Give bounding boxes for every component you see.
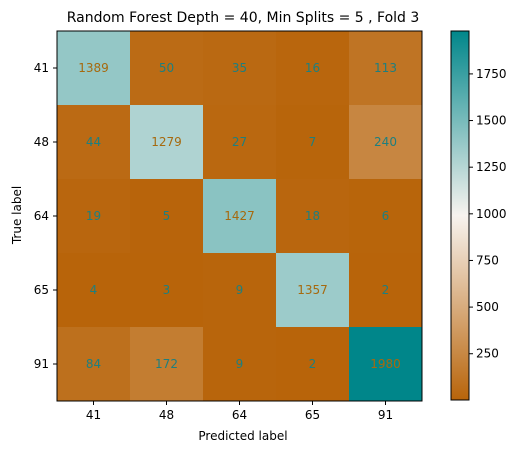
cell-value-label: 19 [86,209,101,223]
y-axis-ticks: 41 48 64 65 91 [34,61,57,371]
heatmap-cell [57,105,130,179]
colorbar-tick-label: 250 [476,347,499,361]
cell-value-label: 1389 [78,61,109,75]
x-axis-label: Predicted label [198,429,287,443]
colorbar-tick-label: 500 [476,300,499,314]
heatmap-cell [276,327,349,401]
y-tick-label: 41 [34,61,49,75]
heatmap-cell [130,105,203,179]
x-tick-label: 41 [86,408,101,422]
cell-value-label: 35 [232,61,247,75]
heatmap-cell [57,253,130,327]
colorbar-tick-label: 1500 [476,114,507,128]
heatmap-cell [349,253,422,327]
y-tick-label: 65 [34,283,49,297]
heatmap-cell [276,105,349,179]
cell-value-label: 50 [159,61,174,75]
heatmap-cells [57,31,422,401]
cell-value-label: 240 [374,135,397,149]
x-tick-label: 48 [159,408,174,422]
chart-title: Random Forest Depth = 40, Min Splits = 5… [67,10,420,26]
heatmap-cell [349,179,422,253]
y-tick-label: 91 [34,357,49,371]
heatmap-cell [57,31,130,105]
cell-value-label: 3 [163,283,171,297]
cell-value-label: 113 [374,61,397,75]
y-tick-label: 48 [34,135,49,149]
cell-value-label: 172 [155,357,178,371]
colorbar-tick-label: 1250 [476,160,507,174]
cell-value-label: 9 [236,357,244,371]
heatmap-cell [203,31,276,105]
cell-value-label: 1279 [151,135,182,149]
heatmap-cell [349,327,422,401]
cell-value-label: 1980 [370,357,401,371]
cell-value-label: 1427 [224,209,255,223]
heatmap-cell [276,179,349,253]
colorbar-tick-label: 750 [476,253,499,267]
cell-value-label: 1357 [297,283,328,297]
cell-value-labels: 1389 50 35 16 113 44 1279 27 7 240 19 5 1427 18 6 4 3 9 13… [78,61,401,371]
colorbar-ticks: 250 500 750 1000 1250 1500 1750 [469,67,507,361]
heatmap-cell [349,105,422,179]
cell-value-label: 7 [309,135,317,149]
colorbar-tick-label: 1000 [476,207,507,221]
heatmap-cell [276,31,349,105]
cell-value-label: 6 [382,209,390,223]
cell-value-label: 44 [86,135,101,149]
heatmap-cell [130,179,203,253]
cell-value-label: 2 [382,283,390,297]
x-tick-label: 91 [378,408,393,422]
heatmap-cell [203,327,276,401]
heatmap-cell [276,253,349,327]
cell-value-label: 2 [309,357,317,371]
cell-value-label: 4 [90,283,98,297]
heatmap-cell [57,327,130,401]
x-axis-ticks: 41 48 64 65 91 [86,401,393,422]
heatmap-cell [57,179,130,253]
cell-value-label: 9 [236,283,244,297]
heatmap-cell [130,31,203,105]
heatmap-cell [203,105,276,179]
heatmap-cell [130,327,203,401]
x-tick-label: 64 [232,408,247,422]
cell-value-label: 5 [163,209,171,223]
cell-value-label: 27 [232,135,247,149]
y-axis-label: True label [10,186,24,245]
heatmap-cell [203,179,276,253]
heatmap-cell [203,253,276,327]
x-tick-label: 65 [305,408,320,422]
colorbar [450,30,470,401]
y-tick-label: 64 [34,209,49,223]
cell-value-label: 18 [305,209,320,223]
heatmap-cell [130,253,203,327]
cell-value-label: 84 [86,357,101,371]
colorbar-tick-label: 1750 [476,67,507,81]
cell-value-label: 16 [305,61,320,75]
heatmap-cell [349,31,422,105]
